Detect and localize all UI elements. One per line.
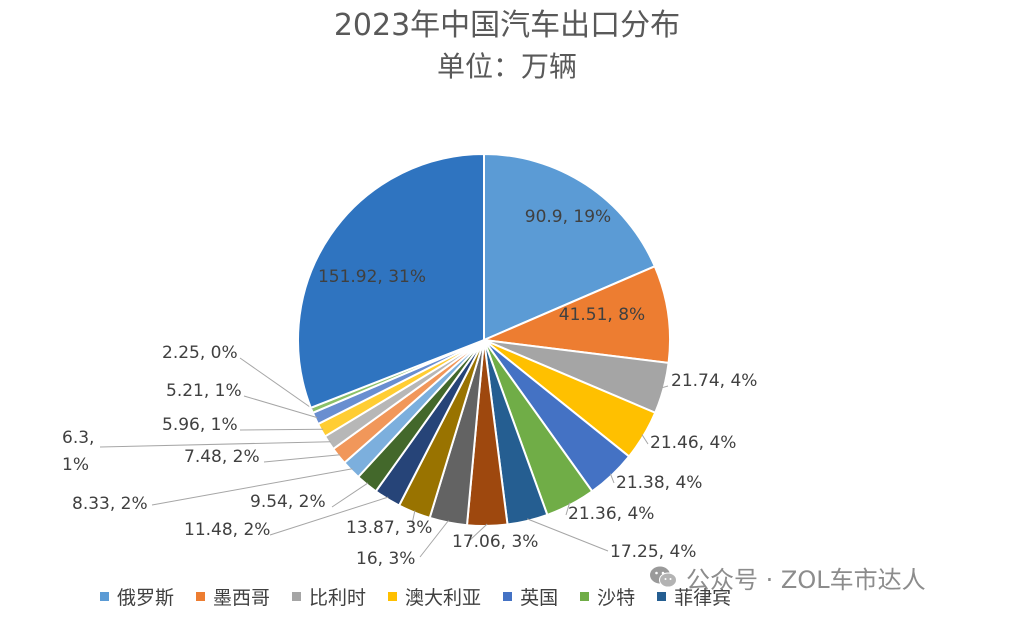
legend-swatch	[388, 591, 398, 601]
legend-item: 墨西哥	[196, 583, 270, 610]
data-label: 151.92, 31%	[318, 267, 426, 287]
legend-item: 沙特	[580, 583, 635, 610]
watermark: 公众号 · ZOL车市达人	[648, 562, 926, 594]
legend-item: 菲律宾	[657, 583, 731, 610]
leader-line	[661, 385, 669, 389]
data-label: 7.48, 2%	[184, 447, 260, 467]
leader-line	[331, 482, 369, 508]
pie-slice	[297, 152, 485, 410]
chart-subtitle: 单位：万辆	[436, 50, 577, 83]
data-label: 5.96, 1%	[162, 415, 238, 435]
legend-item: 俄罗斯	[100, 583, 174, 610]
data-label: 90.9, 19%	[525, 207, 611, 227]
data-label: 8.33, 2%	[72, 494, 148, 514]
pie-slice	[483, 152, 657, 342]
legend-swatch	[657, 591, 667, 601]
data-label: 21.38, 4%	[616, 473, 702, 493]
data-label: 2.25, 0%	[162, 343, 238, 363]
leader-line	[565, 502, 571, 516]
data-label: 6.3, 1%	[62, 428, 94, 475]
data-label: 21.36, 4%	[568, 504, 654, 524]
legend-item: 澳大利亚	[388, 583, 481, 610]
legend-item: 英国	[503, 583, 558, 610]
pie-slice	[480, 264, 671, 365]
legend-swatch	[196, 591, 206, 601]
legend-swatch	[292, 591, 302, 601]
legend-swatch	[503, 591, 513, 601]
legend-swatch	[100, 591, 109, 601]
leader-line	[263, 454, 341, 463]
data-label: 21.74, 4%	[671, 371, 757, 391]
legend-label: 俄罗斯	[117, 586, 175, 609]
leader-line	[609, 473, 615, 484]
leader-line	[239, 357, 314, 411]
legend-label: 澳大利亚	[405, 586, 482, 609]
legend-label: 墨西哥	[213, 586, 271, 609]
legend-item: 比利时	[292, 583, 366, 610]
legend-swatch	[580, 591, 590, 601]
leader-line	[151, 468, 353, 506]
leader-line	[641, 434, 649, 445]
legend-label: 比利时	[309, 586, 367, 609]
leader-line	[243, 395, 318, 419]
data-label: 9.54, 2%	[250, 492, 326, 512]
data-label: 5.21, 1%	[166, 381, 242, 401]
watermark-text: 公众号 · ZOL车市达人	[686, 565, 926, 594]
legend-label: 英国	[520, 586, 559, 609]
legend-label: 菲律宾	[674, 586, 732, 609]
leader-line	[411, 510, 416, 525]
leader-line	[419, 520, 449, 558]
leader-line	[239, 428, 324, 431]
data-label: 16, 3%	[356, 549, 415, 569]
data-label: 17.06, 3%	[452, 532, 538, 552]
data-label: 41.51, 8%	[559, 305, 645, 325]
data-label: 21.46, 4%	[650, 433, 736, 453]
data-label: 17.25, 4%	[610, 542, 696, 562]
data-label: 13.87, 3%	[346, 518, 432, 538]
legend-label: 沙特	[597, 586, 636, 609]
chart-legend: 俄罗斯 墨西哥 比利时 澳大利亚 英国 沙特 菲律宾	[100, 583, 731, 609]
leader-line	[469, 523, 488, 541]
leader-line	[269, 496, 389, 536]
leader-line	[527, 518, 609, 552]
chart-title: 2023年中国汽车出口分布	[333, 8, 681, 43]
leader-line	[99, 441, 331, 448]
wechat-icon	[650, 566, 677, 588]
data-label: 11.48, 2%	[184, 520, 270, 540]
